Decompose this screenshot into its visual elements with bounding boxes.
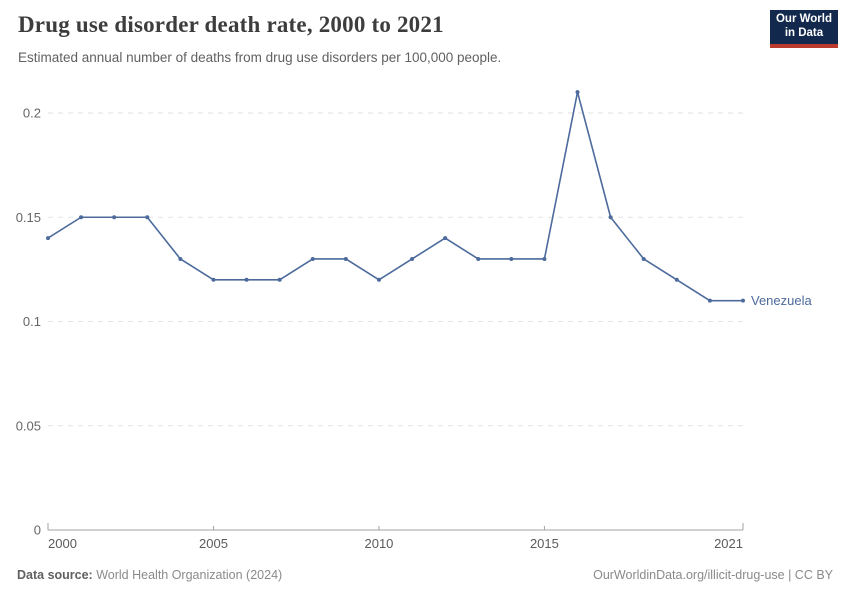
x-axis-tick-label: 2005 xyxy=(199,536,228,551)
x-axis-tick-label: 2000 xyxy=(48,536,77,551)
x-axis-tick-label: 2010 xyxy=(364,536,393,551)
data-point[interactable] xyxy=(707,298,712,303)
data-point[interactable] xyxy=(343,256,348,261)
x-axis-tick-label: 2015 xyxy=(530,536,559,551)
data-point[interactable] xyxy=(674,277,679,282)
chart-footer: Data source: World Health Organization (… xyxy=(17,568,833,582)
data-point[interactable] xyxy=(145,215,150,220)
data-source-value: World Health Organization (2024) xyxy=(96,568,283,582)
data-point[interactable] xyxy=(376,277,381,282)
data-point[interactable] xyxy=(476,256,481,261)
data-point[interactable] xyxy=(244,277,249,282)
owid-logo-text: Our World in Data xyxy=(776,13,832,41)
data-point[interactable] xyxy=(79,215,84,220)
data-point[interactable] xyxy=(211,277,216,282)
data-point[interactable] xyxy=(509,256,514,261)
chart-subtitle: Estimated annual number of deaths from d… xyxy=(18,50,502,65)
data-point[interactable] xyxy=(310,256,315,261)
data-point[interactable] xyxy=(608,215,613,220)
data-source: Data source: World Health Organization (… xyxy=(17,568,282,582)
data-point[interactable] xyxy=(443,236,448,241)
data-point[interactable] xyxy=(410,256,415,261)
series-end-label[interactable]: Venezuela xyxy=(751,293,812,308)
data-point[interactable] xyxy=(178,256,183,261)
y-axis-tick-label: 0.1 xyxy=(23,314,41,329)
data-point[interactable] xyxy=(575,90,580,95)
data-point[interactable] xyxy=(112,215,117,220)
y-axis-tick-label: 0.15 xyxy=(16,210,41,225)
data-source-label: Data source: xyxy=(17,568,93,582)
owid-logo-line1: Our World xyxy=(775,13,832,26)
data-point[interactable] xyxy=(641,256,646,261)
x-axis-tick-label: 2021 xyxy=(714,536,743,551)
owid-logo-line2: in Data xyxy=(784,27,824,39)
data-point[interactable] xyxy=(741,298,745,303)
data-point[interactable] xyxy=(277,277,282,282)
credit-link[interactable]: OurWorldinData.org/illicit-drug-use | CC… xyxy=(593,568,833,582)
page-title: Drug use disorder death rate, 2000 to 20… xyxy=(18,12,444,37)
y-axis-tick-label: 0.2 xyxy=(23,106,41,121)
trend-line xyxy=(47,91,744,302)
owid-logo[interactable]: Our World in Data xyxy=(770,10,838,48)
y-axis-tick-label: 0 xyxy=(34,523,41,538)
data-point[interactable] xyxy=(542,256,547,261)
y-axis-tick-label: 0.05 xyxy=(16,418,41,433)
data-point[interactable] xyxy=(46,236,50,241)
